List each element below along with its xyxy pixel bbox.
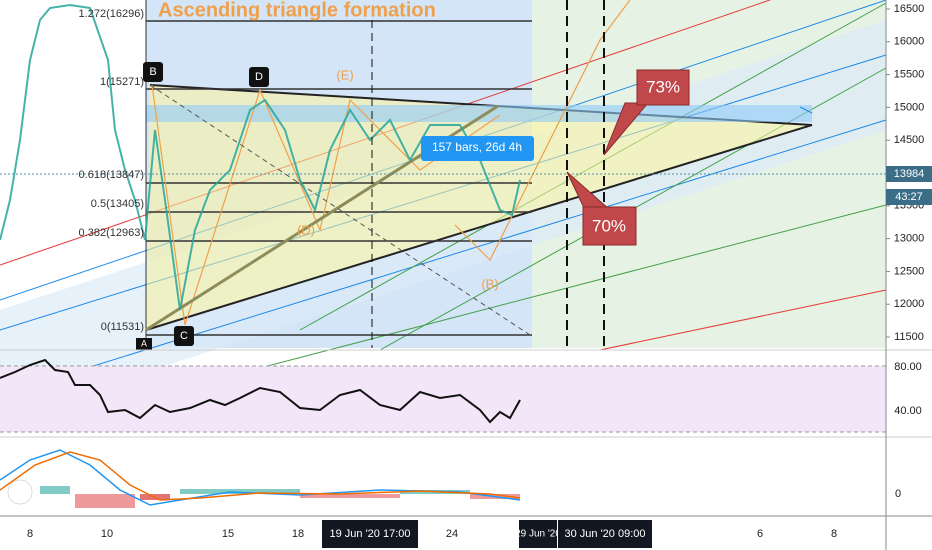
rsi-tick: 40.00 xyxy=(894,405,922,417)
time-label: 18 xyxy=(292,528,304,540)
wave-label: (E) xyxy=(336,67,353,82)
fib-lines xyxy=(146,20,532,336)
signal-line xyxy=(0,451,521,501)
last-price: 13984 xyxy=(894,168,925,180)
price-tick-label: 12000 xyxy=(894,298,925,310)
callout xyxy=(582,206,637,246)
range-tag xyxy=(421,136,534,161)
point-box xyxy=(143,62,163,82)
time-label: 8 xyxy=(831,528,837,540)
price-tick-label: 16500 xyxy=(894,3,925,15)
last-price-tag xyxy=(886,166,932,182)
price-tick-label: 14500 xyxy=(894,134,925,146)
macd-line xyxy=(0,449,521,506)
point-label: D xyxy=(255,71,263,83)
price-candles xyxy=(0,3,521,311)
fib-labels: 1.272(16296) 1(15271) 0.618(13847) 0.5(1… xyxy=(79,8,144,333)
price-tick-label: 16000 xyxy=(894,36,925,48)
zone-band xyxy=(146,105,812,122)
point-box xyxy=(249,67,269,87)
time-label: 24 xyxy=(446,528,458,540)
time-label: 15 xyxy=(222,528,234,540)
rsi-line xyxy=(0,358,521,424)
fib-label: 0.5(13405) xyxy=(91,198,144,210)
time-highlight xyxy=(558,520,652,548)
range-tag-text: 157 bars, 26d 4h xyxy=(432,140,522,154)
logo xyxy=(7,479,33,505)
price-tick-label: 13000 xyxy=(894,233,925,245)
price-tick-label: 12500 xyxy=(894,265,925,277)
point-box xyxy=(136,338,152,350)
point-label: B xyxy=(149,66,156,78)
callout-text: 73% xyxy=(646,77,680,96)
support-line xyxy=(145,124,813,331)
fib-label: 0.382(12963) xyxy=(79,227,144,239)
pattern-path xyxy=(151,84,501,326)
fib-label: 0.618(13847) xyxy=(79,169,144,181)
arrow xyxy=(799,106,813,114)
time-highlight xyxy=(519,520,557,548)
fib-label: 0(11531) xyxy=(101,321,144,333)
title: Ascending triangle formation xyxy=(158,0,436,21)
price-tick-label: 15000 xyxy=(894,101,925,113)
triangle xyxy=(146,85,812,330)
projection-path xyxy=(454,0,631,262)
callout-text: 70% xyxy=(592,216,626,235)
time-label: 10 xyxy=(101,528,113,540)
point-label: C xyxy=(180,330,188,342)
fib-label: 1(15271) xyxy=(100,76,144,88)
price-tick-label: 15500 xyxy=(894,69,925,81)
macd-histogram xyxy=(40,486,520,508)
time-highlight xyxy=(322,520,418,548)
countdown: 43:27 xyxy=(895,191,923,203)
wave-label: (B) xyxy=(481,276,498,291)
countdown-tag xyxy=(886,189,932,205)
callout xyxy=(636,69,690,106)
rsi-band xyxy=(0,366,886,432)
point-box xyxy=(174,326,194,346)
price-tick-label: 11500 xyxy=(894,331,924,343)
point-label: A xyxy=(141,338,147,348)
time-label: 30 Jun '20 09:00 xyxy=(564,528,645,540)
macd-tick: 0 xyxy=(895,488,901,500)
fib-label: 1.272(16296) xyxy=(79,8,144,20)
time-label: 19 Jun '20 17:00 xyxy=(329,528,410,540)
rsi-tick: 80.00 xyxy=(894,361,922,373)
wave-label: (D) xyxy=(297,222,315,237)
time-label: 6 xyxy=(757,528,763,540)
time-label: 8 xyxy=(27,528,33,540)
dashed-diagonal xyxy=(149,84,531,336)
time-label: 29 Jun '20 xyxy=(515,529,561,540)
